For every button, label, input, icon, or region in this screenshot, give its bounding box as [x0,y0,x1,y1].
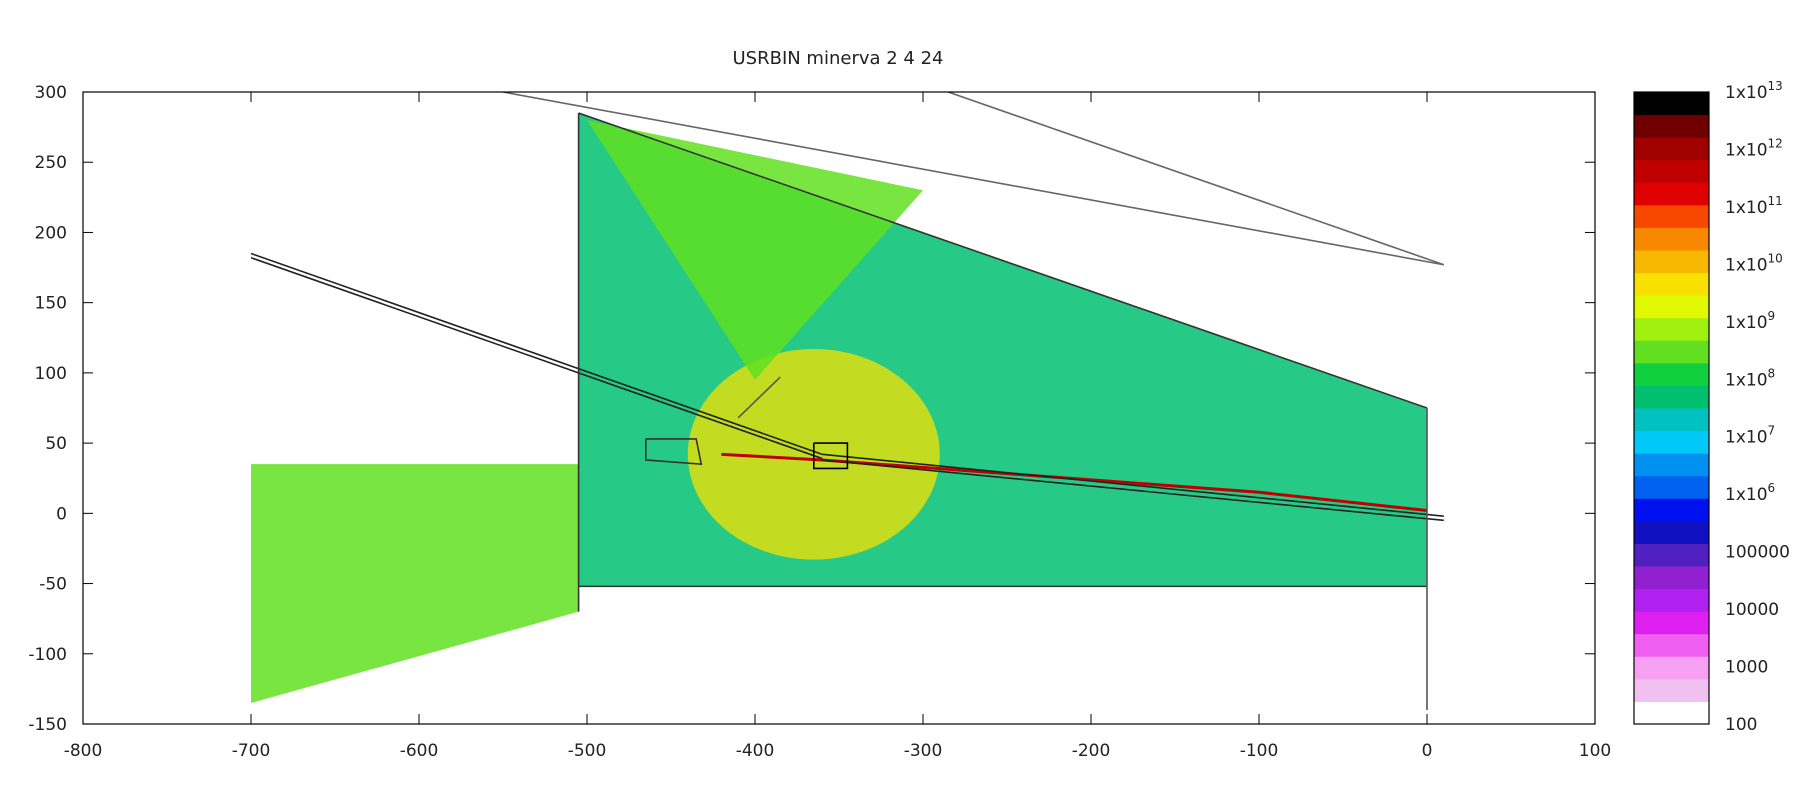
colorbar-label: 1x107 [1725,424,1775,448]
colorbar-swatch [1634,430,1709,454]
geometry-line [578,112,1428,409]
x-axis: -800 -700 -600 -500 -400 -300 -200 -100 0 100 [64,92,1611,761]
y-tick-label: 100 [35,364,67,384]
colorbar-swatch [1634,520,1709,544]
colorbar-swatch [1634,272,1709,296]
colorbar-swatch [1634,204,1709,228]
colorbar-swatch [1634,137,1709,161]
colorbar-swatch [1634,633,1709,657]
colorbar-label: 1x1013 [1725,79,1783,103]
geometry-line [812,442,849,470]
geometry-line [250,256,823,460]
colorbar-swatch [1634,317,1709,341]
geometry-line [947,92,1445,266]
x-tick-label: 0 [1422,741,1433,761]
geometry-line [644,438,703,466]
plot-frame [82,91,1596,725]
colorbar-swatch [1634,498,1709,522]
colorbar-swatch [1634,114,1709,138]
y-tick-label: 50 [45,434,67,454]
colorbar-swatch [1634,92,1709,116]
colorbar-swatch [1634,543,1709,567]
x-tick-label: -700 [232,741,271,761]
x-tick-label: -400 [736,741,775,761]
plot-area [251,113,1428,703]
colorbar-label: 1x1011 [1725,194,1783,218]
colorbar-swatch [1634,227,1709,251]
colorbar-swatch [1634,362,1709,386]
colorbar-swatch [1634,453,1709,477]
y-tick-label: -100 [28,645,67,665]
y-tick-label: -50 [39,575,67,595]
colorbar-swatch [1634,385,1709,409]
x-tick-label: -100 [1240,741,1279,761]
geometry-line [250,252,823,456]
colorbar-label: 1x108 [1725,366,1775,390]
colorbar-swatch [1634,182,1709,206]
region-upstream-fan [251,464,579,703]
x-tick-label: -300 [904,741,943,761]
colorbar-swatch [1634,408,1709,432]
colorbar-swatch [1634,611,1709,635]
colorbar-label: 1x1012 [1725,136,1783,160]
geometry-layer [250,92,1445,710]
colorbar-swatch [1634,678,1709,702]
chart-title: USRBIN minerva 2 4 24 [732,48,943,69]
colorbar-label: 10000 [1725,600,1779,620]
y-tick-label: -150 [28,715,67,735]
colorbar-swatch [1634,475,1709,499]
region-cone-upper [587,120,923,380]
colorbar-label: 1x1010 [1725,251,1783,275]
colorbar-swatch [1634,656,1709,680]
colorbar-swatch [1634,566,1709,590]
y-tick-label: 300 [35,83,67,103]
colorbar-swatch [1634,295,1709,319]
y-tick-label: 150 [35,294,67,314]
geometry-line [822,453,1444,517]
colorbar-swatch [1634,701,1709,725]
y-axis: -150 -100 -50 0 50 100 150 200 250 300 [28,83,1595,735]
geometry-line [737,376,781,419]
colorbar-swatch [1634,340,1709,364]
y-tick-label: 200 [35,223,67,243]
colorbar-swatch [1634,588,1709,612]
colorbar-label: 100000 [1725,543,1790,563]
y-tick-label: 0 [56,504,67,524]
colorbar-label: 100 [1725,715,1757,735]
colorbar-swatch [1634,250,1709,274]
x-tick-label: -200 [1072,741,1111,761]
colorbar-label: 1000 [1725,658,1768,678]
colorbar-swatch [1634,159,1709,183]
colorbar-frame [1633,91,1710,725]
colorbar: 100 1000 10000 100000 1x106 1x107 1x108 1x109 1x… [1633,79,1790,735]
geometry-line [502,92,1444,266]
x-tick-label: -500 [568,741,607,761]
y-tick-label: 250 [35,153,67,173]
geometry-line [822,459,1444,522]
colorbar-label: 1x109 [1725,309,1775,333]
x-tick-label: -800 [64,741,103,761]
x-tick-label: 100 [1579,741,1611,761]
x-tick-label: -600 [400,741,439,761]
colorbar-label: 1x106 [1725,481,1775,505]
